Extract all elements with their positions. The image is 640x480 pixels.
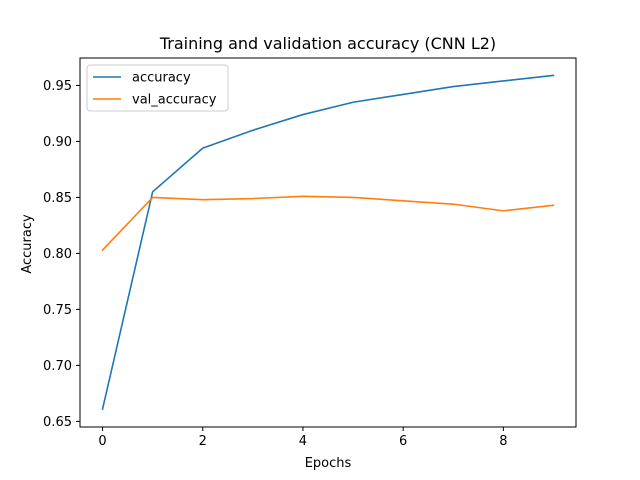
- legend-box: [86, 64, 229, 112]
- plot-area: 0 2 4 6 8 0.65 0.70 0.75 0.80 0.85 0.90 0.95: [43, 57, 577, 449]
- series-line-val-accuracy: [101, 195, 555, 252]
- y-tick-label: 0.90: [43, 135, 72, 150]
- x-axis-ticks: 0 2 4 6 8: [98, 427, 507, 449]
- x-tick-label: 4: [299, 434, 307, 449]
- legend: accuracy val_accuracy: [86, 64, 229, 112]
- x-tick-label: 6: [399, 434, 407, 449]
- y-tick-label: 0.70: [43, 359, 72, 374]
- x-tick-label: 8: [499, 434, 507, 449]
- series-line-accuracy: [101, 74, 555, 411]
- x-axis-label: Epochs: [305, 456, 352, 471]
- series-layer: [101, 74, 555, 411]
- y-axis-label: Accuracy: [20, 214, 35, 274]
- y-tick-label: 0.80: [43, 247, 72, 262]
- y-axis-ticks: 0.65 0.70 0.75 0.80 0.85 0.90 0.95: [43, 79, 80, 430]
- legend-label: val_accuracy: [132, 93, 217, 108]
- y-tick-label: 0.65: [43, 415, 72, 430]
- legend-label: accuracy: [132, 71, 191, 86]
- chart-title: Training and validation accuracy (CNN L2…: [159, 34, 496, 53]
- y-tick-label: 0.95: [43, 79, 72, 94]
- axes-frame: [79, 57, 577, 428]
- y-tick-label: 0.75: [43, 303, 72, 318]
- x-tick-label: 0: [98, 434, 106, 449]
- x-tick-label: 2: [199, 434, 207, 449]
- y-tick-label: 0.85: [43, 191, 72, 206]
